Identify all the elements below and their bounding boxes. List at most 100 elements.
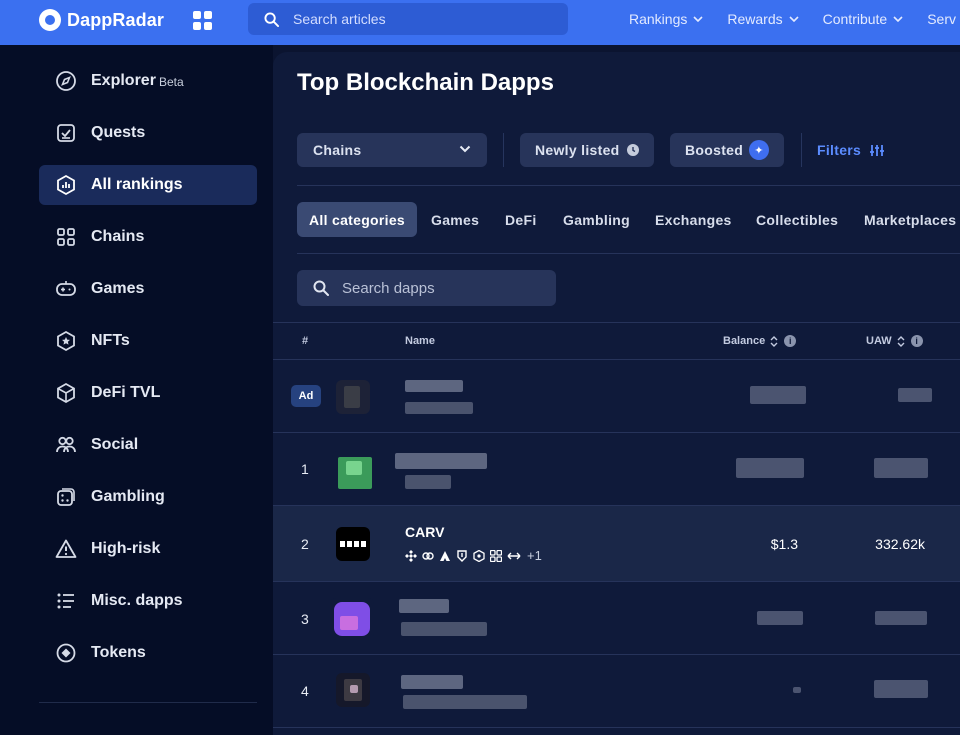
checklist-icon	[57, 124, 75, 142]
sidebar-item-social[interactable]: Social	[39, 425, 257, 465]
more-chains-count[interactable]: +1	[527, 548, 542, 563]
boost-icon: ✦	[749, 140, 769, 160]
sidebar-item-games[interactable]: Games	[39, 269, 257, 309]
chains-dropdown[interactable]: Chains	[297, 133, 487, 167]
tab-gambling[interactable]: Gambling	[563, 202, 630, 237]
redacted-uaw	[874, 458, 928, 478]
avalanche-chain-icon	[440, 550, 450, 561]
tab-all-categories[interactable]: All categories	[297, 202, 418, 237]
rankings-icon	[57, 174, 75, 196]
column-uaw-label: UAW	[866, 335, 892, 347]
tab-games[interactable]: Games	[431, 202, 479, 237]
sidebar-item-explorer[interactable]: Explorer Beta	[39, 61, 257, 101]
beta-badge: Beta	[159, 75, 184, 89]
chains-dropdown-label: Chains	[313, 142, 362, 158]
table-row[interactable]: 3	[273, 582, 960, 654]
sidebar-item-nfts[interactable]: NFTs	[39, 321, 257, 361]
redacted-balance	[793, 687, 801, 693]
table-row-carv[interactable]: 2 CARV +1 $1.3 332.62k	[273, 506, 960, 581]
sidebar-item-misc-dapps[interactable]: Misc. dapps	[39, 581, 257, 621]
redacted-chains	[405, 475, 451, 489]
chevron-down-icon	[459, 145, 471, 153]
sidebar-item-quests[interactable]: Quests	[39, 113, 257, 153]
nav-contribute-label: Contribute	[822, 10, 888, 27]
link-chain-icon	[422, 551, 434, 560]
sidebar-item-label: High-risk	[91, 540, 161, 557]
sidebar-item-label: Gambling	[91, 488, 165, 505]
tab-label: All categories	[309, 211, 406, 228]
gamepad-icon	[56, 281, 76, 296]
sidebar: Explorer Beta Quests All rankings Chains…	[0, 45, 273, 735]
page-title: Top Blockchain Dapps	[297, 69, 554, 96]
redacted-chains	[403, 695, 527, 709]
column-uaw[interactable]: UAW i	[866, 335, 923, 347]
redacted-uaw	[874, 680, 928, 698]
main-panel: Top Blockchain Dapps Chains Newly listed…	[273, 52, 960, 735]
sidebar-item-label: NFTs	[91, 332, 130, 349]
sidebar-item-label: Games	[91, 280, 145, 297]
chevron-down-icon	[693, 15, 703, 22]
tab-marketplaces[interactable]: Marketplaces	[864, 202, 956, 237]
clock-icon	[627, 144, 639, 156]
sidebar-item-label: Quests	[91, 124, 146, 141]
sidebar-item-chains[interactable]: Chains	[39, 217, 257, 257]
nav-services[interactable]: Serv	[927, 11, 956, 27]
nav-rankings-label: Rankings	[629, 10, 688, 27]
nav-rankings[interactable]: Rankings	[629, 11, 703, 27]
list-icon	[57, 593, 74, 609]
dapp-logo-blurred	[336, 673, 370, 707]
dapp-name[interactable]: CARV	[405, 524, 445, 540]
divider	[273, 505, 960, 506]
brand-logo[interactable]: DappRadar	[39, 9, 164, 31]
tab-label: DeFi	[505, 211, 537, 228]
column-balance[interactable]: Balance i	[723, 335, 797, 347]
divider	[801, 133, 802, 167]
newly-listed-button[interactable]: Newly listed	[520, 133, 654, 167]
token-icon	[56, 643, 76, 663]
apps-grid-icon[interactable]	[193, 11, 212, 30]
table-row[interactable]: 4	[273, 655, 960, 727]
sidebar-item-defi-tvl[interactable]: DeFi TVL	[39, 373, 257, 413]
tab-exchanges[interactable]: Exchanges	[655, 202, 732, 237]
bnb-chain-icon	[405, 549, 417, 562]
filters-label: Filters	[817, 142, 862, 158]
dapp-search-input[interactable]	[342, 279, 542, 297]
boosted-button[interactable]: Boosted ✦	[670, 133, 784, 167]
divider	[273, 727, 960, 728]
tab-label: Exchanges	[655, 211, 732, 228]
warning-icon	[55, 539, 77, 558]
divider	[273, 322, 960, 323]
nav-contribute[interactable]: Contribute	[823, 11, 904, 27]
table-row[interactable]: 1	[273, 433, 960, 505]
article-search-box[interactable]	[248, 3, 568, 35]
info-icon[interactable]: i	[784, 335, 797, 347]
nav-rewards[interactable]: Rewards	[727, 10, 799, 27]
sidebar-item-label: Explorer	[91, 72, 156, 89]
uaw-value: 332.62k	[875, 536, 925, 552]
sidebar-item-all-rankings[interactable]: All rankings	[39, 165, 257, 205]
dapp-logo-blurred	[332, 451, 376, 493]
tab-collectibles[interactable]: Collectibles	[756, 202, 838, 237]
dapp-search-box[interactable]	[297, 270, 556, 306]
sort-icon	[770, 335, 778, 347]
column-rank: #	[302, 335, 309, 347]
sidebar-item-label: DeFi TVL	[91, 384, 161, 401]
dapp-logo-blurred	[330, 598, 374, 640]
sidebar-item-gambling[interactable]: Gambling	[39, 477, 257, 517]
divider	[273, 654, 960, 655]
table-row-ad[interactable]: Ad	[273, 360, 960, 432]
sidebar-item-tokens[interactable]: Tokens	[39, 633, 257, 673]
sidebar-item-high-risk[interactable]: High-risk	[39, 529, 257, 569]
filters-button[interactable]: Filters	[817, 142, 885, 158]
sidebar-item-label: Social	[91, 436, 139, 453]
redacted-balance	[750, 386, 806, 404]
nav-rewards-label: Rewards	[727, 10, 783, 27]
info-icon[interactable]: i	[910, 335, 923, 347]
article-search-input[interactable]	[293, 11, 543, 27]
balance-value: $1.3	[770, 536, 798, 552]
tab-label: Collectibles	[756, 211, 839, 228]
shield-chain-icon	[457, 549, 467, 562]
divider	[297, 185, 960, 186]
tab-label: Gambling	[563, 211, 630, 228]
tab-defi[interactable]: DeFi	[505, 202, 537, 237]
